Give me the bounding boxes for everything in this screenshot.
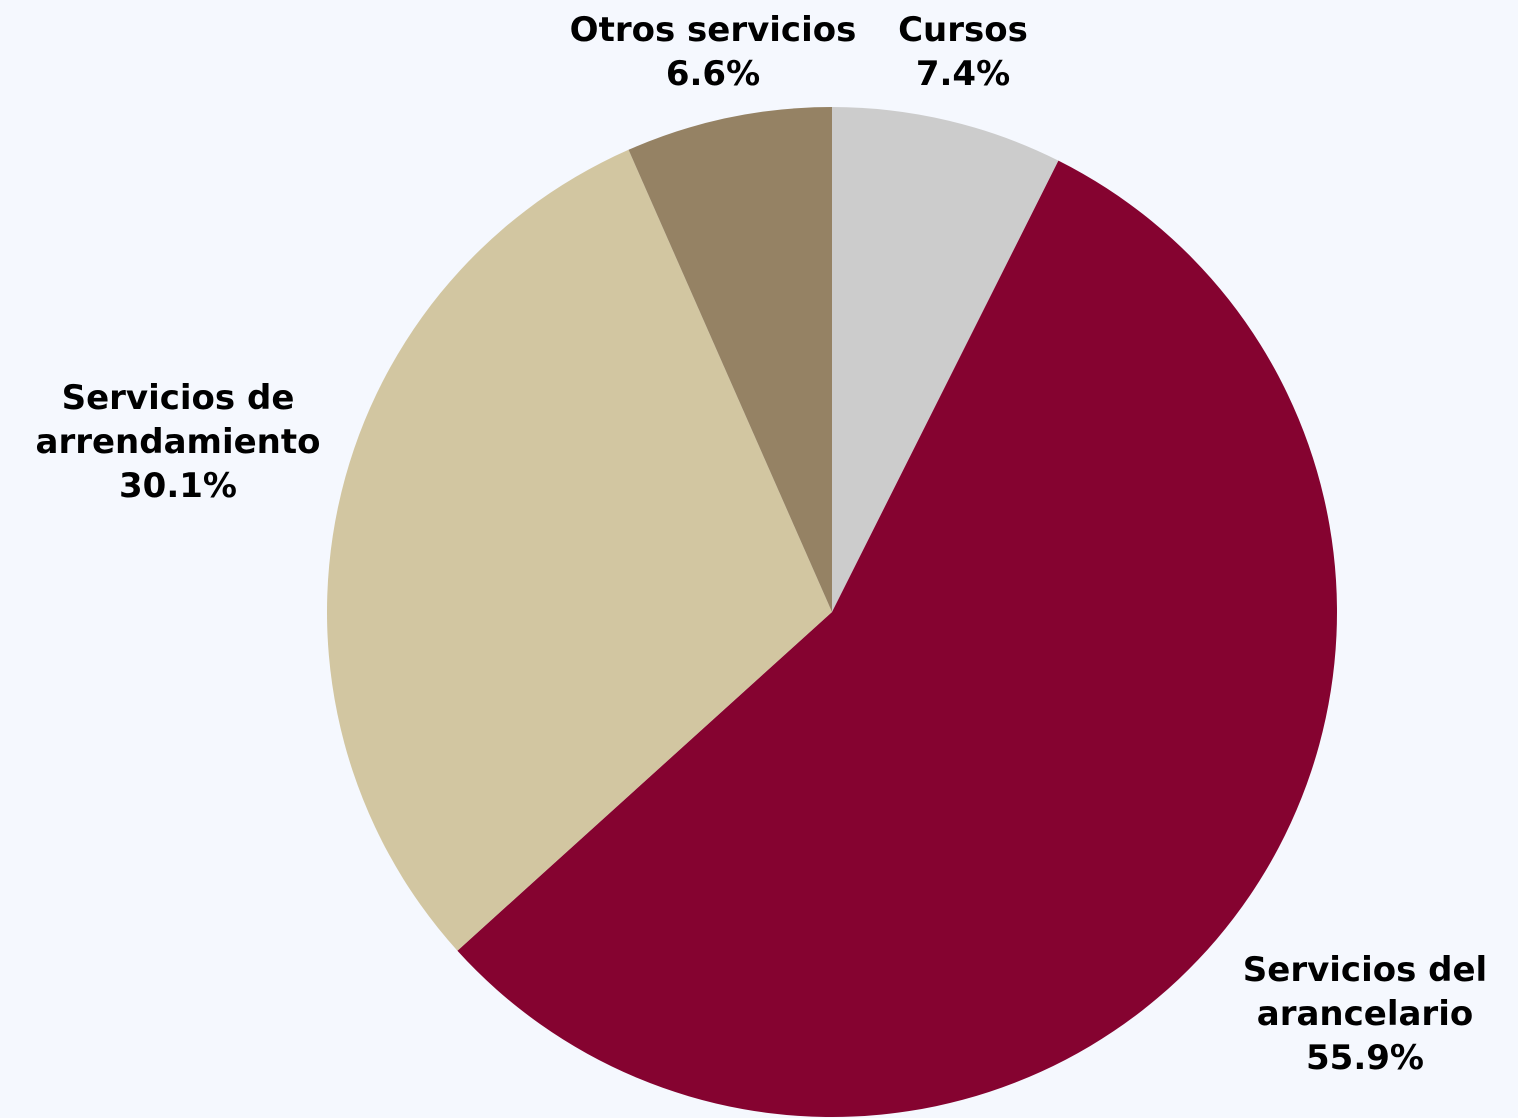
value-label: 55.9% <box>1306 1038 1424 1078</box>
category-label: Servicios del arancelario <box>1242 950 1488 1034</box>
pie-slice <box>457 160 1337 1117</box>
pie-slice <box>832 107 1059 612</box>
slice-label: Cursos 7.4% <box>853 8 1073 96</box>
slice-label: Servicios de arrendamiento 30.1% <box>28 376 328 508</box>
category-label: Cursos <box>898 10 1028 50</box>
value-label: 30.1% <box>119 466 237 506</box>
category-label: Servicios de arrendamiento <box>35 378 321 462</box>
value-label: 7.4% <box>915 54 1011 94</box>
slice-label: Servicios del arancelario 55.9% <box>1220 948 1510 1080</box>
pie-slice <box>327 149 832 951</box>
pie-slice <box>628 107 832 612</box>
value-label: 6.6% <box>665 54 761 94</box>
category-label: Otros servicios <box>569 10 857 50</box>
slice-label: Otros servicios 6.6% <box>543 8 883 96</box>
